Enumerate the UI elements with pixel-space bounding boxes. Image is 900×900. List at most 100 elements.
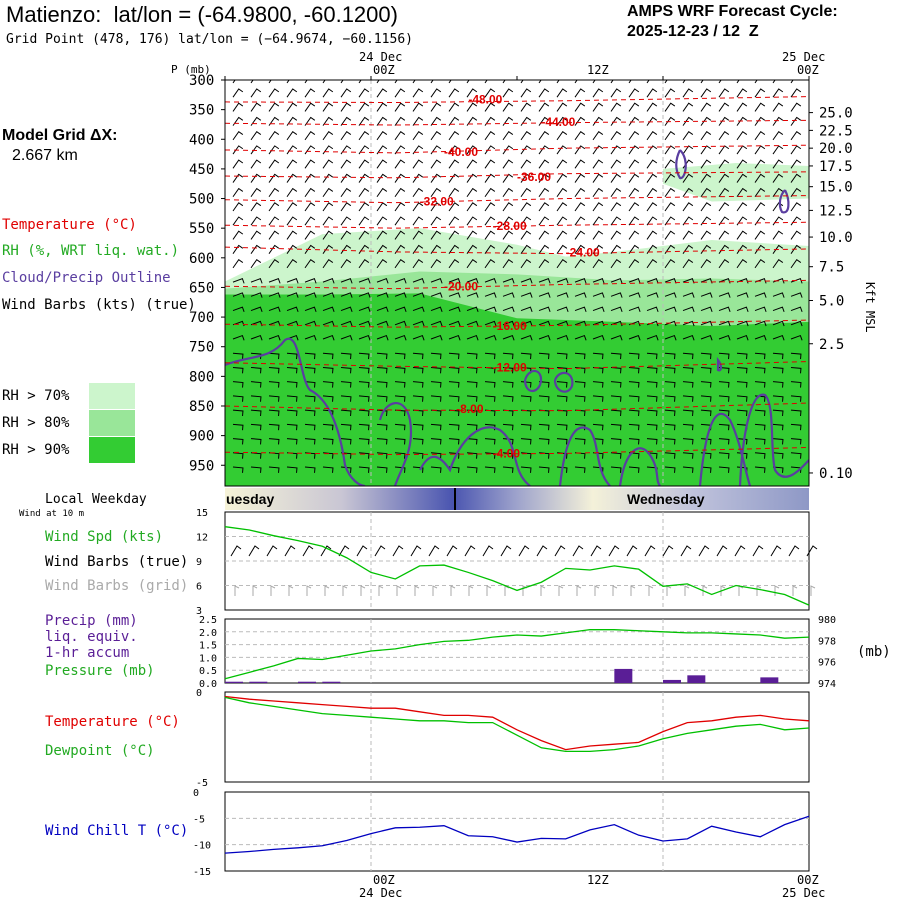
wind-barb bbox=[322, 352, 334, 360]
wind-barb bbox=[394, 202, 406, 212]
wind-barb-true bbox=[644, 545, 656, 557]
wind-barb bbox=[736, 130, 748, 141]
wind-barb bbox=[610, 80, 614, 84]
pressure-tick-label: 980 bbox=[818, 615, 836, 626]
wind-barb bbox=[718, 366, 730, 374]
legend-rh80: RH > 80% bbox=[2, 415, 70, 431]
wind-barb bbox=[376, 145, 388, 155]
wind-barb bbox=[790, 202, 802, 212]
wind-chill-tick-label: -15 bbox=[193, 867, 211, 878]
wind-barb bbox=[556, 230, 568, 240]
wind-barb bbox=[358, 423, 370, 431]
wind-barb bbox=[430, 145, 442, 155]
wind-barb bbox=[790, 352, 802, 360]
wind-barb bbox=[304, 230, 316, 240]
cloud-outline bbox=[778, 189, 790, 214]
wind-barb bbox=[754, 145, 766, 155]
wind-barb bbox=[340, 102, 352, 112]
wind-barb bbox=[430, 244, 442, 254]
wind-barb bbox=[610, 116, 622, 126]
wind-barb bbox=[808, 210, 809, 211]
wind-barb bbox=[556, 352, 568, 360]
wind-barb bbox=[646, 145, 658, 155]
wind-barb-true bbox=[464, 545, 476, 557]
wind-barb bbox=[340, 202, 352, 212]
wind-barb bbox=[268, 423, 280, 431]
wind-barb bbox=[664, 278, 677, 284]
wind-barb bbox=[628, 381, 640, 388]
wind-barb bbox=[358, 352, 370, 360]
wind-barb bbox=[700, 145, 712, 155]
wind-barb bbox=[394, 466, 406, 473]
wind-barb bbox=[394, 102, 406, 112]
wind-barb bbox=[250, 202, 262, 212]
wind-barb-grid bbox=[720, 585, 726, 596]
wind-barb-grid bbox=[396, 585, 402, 596]
wind-barb bbox=[682, 423, 694, 431]
wind-barb bbox=[772, 366, 784, 374]
wind-barb bbox=[340, 116, 352, 126]
wind-barb bbox=[286, 80, 290, 84]
wind-barb-grid bbox=[252, 585, 258, 596]
wind-barb bbox=[556, 216, 568, 226]
wind-barb bbox=[340, 306, 353, 313]
wind-barb bbox=[448, 230, 460, 240]
isotherm-label: -44.00 bbox=[541, 115, 575, 129]
wind-barb bbox=[664, 306, 677, 313]
wind-barb bbox=[646, 352, 658, 360]
wind-barb bbox=[394, 423, 406, 431]
wind-barb bbox=[592, 230, 604, 240]
wind-barb bbox=[484, 306, 497, 313]
wind-barb bbox=[340, 244, 352, 254]
wind-barb bbox=[268, 102, 280, 112]
wind-barb bbox=[232, 230, 244, 240]
wind-barb bbox=[646, 230, 658, 240]
wind-barb-grid bbox=[306, 585, 312, 596]
wind-barb-true bbox=[788, 545, 800, 557]
wind-barb bbox=[250, 80, 254, 84]
wind-barb bbox=[538, 320, 551, 327]
wind-barb bbox=[790, 159, 802, 169]
wind-barb bbox=[304, 438, 316, 445]
wind-barb bbox=[286, 159, 298, 169]
wind-barb bbox=[574, 159, 586, 169]
wind-barb bbox=[358, 320, 371, 327]
wind-barb bbox=[610, 423, 622, 431]
wind-barb bbox=[538, 216, 550, 226]
wind-barb bbox=[808, 110, 809, 112]
wind-barb bbox=[376, 216, 388, 226]
pressure-tick-label: 900 bbox=[189, 429, 214, 445]
wind-barb bbox=[574, 334, 587, 341]
wind-barb bbox=[466, 80, 470, 84]
wind-barb bbox=[646, 202, 658, 212]
isotherm-line bbox=[225, 171, 809, 179]
wind-barb bbox=[484, 80, 488, 84]
wind-barb bbox=[322, 159, 334, 169]
wind-barb bbox=[412, 320, 425, 327]
wind-chill-tick-label: -10 bbox=[193, 841, 211, 852]
wind-barb bbox=[466, 352, 478, 360]
wind-barb bbox=[448, 116, 460, 126]
wind-barb bbox=[682, 258, 694, 269]
isotherm-label: -4.00 bbox=[493, 447, 521, 461]
wind-barb bbox=[718, 216, 730, 226]
wind-barb bbox=[628, 130, 640, 141]
wind-barb bbox=[268, 88, 280, 98]
wind-chill-tick-label: -5 bbox=[193, 814, 205, 825]
wind-barb bbox=[754, 116, 766, 126]
wind-barb bbox=[790, 258, 802, 269]
wind-barb bbox=[772, 116, 784, 126]
wind-barb bbox=[250, 187, 262, 198]
wind-barb bbox=[268, 145, 280, 155]
wind-barb bbox=[484, 159, 496, 169]
precip-bar bbox=[249, 681, 268, 683]
wind-barb bbox=[232, 278, 245, 284]
wind-barb bbox=[682, 306, 695, 313]
wind-barb bbox=[556, 173, 568, 183]
rh70-swatch bbox=[89, 383, 135, 409]
wind-barb bbox=[250, 438, 262, 445]
wind-barb-true bbox=[248, 545, 260, 557]
wind-barb bbox=[358, 409, 370, 417]
weekday-tuesday: uesday bbox=[226, 491, 275, 507]
wind-barb bbox=[736, 244, 748, 254]
